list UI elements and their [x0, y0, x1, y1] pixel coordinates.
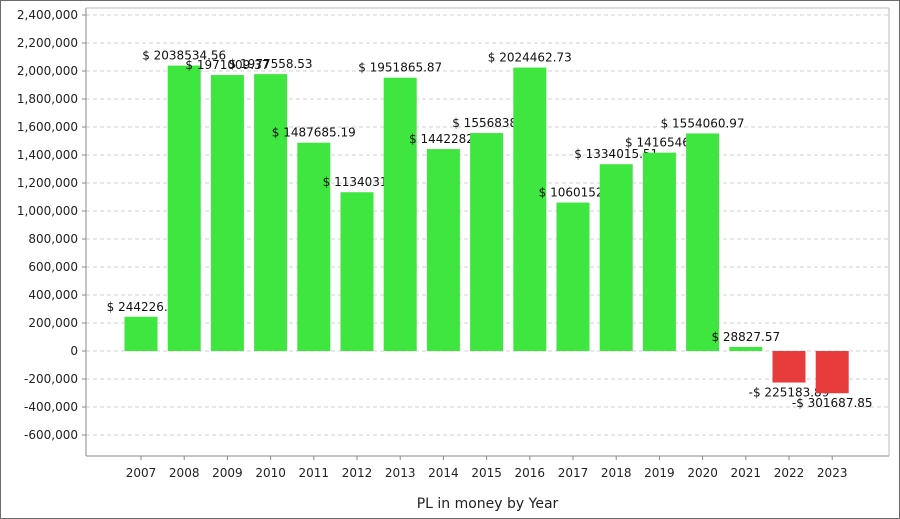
- bar-2023: [815, 351, 849, 394]
- bar-2020: [686, 133, 720, 351]
- bar-2010: [254, 74, 288, 351]
- data-label: $ 1554060.97: [661, 116, 745, 130]
- bar-2019: [642, 152, 676, 351]
- x-tick-label: 2009: [212, 466, 243, 480]
- x-tick-label: 2021: [731, 466, 762, 480]
- y-tick-label: 2,400,000: [17, 8, 78, 22]
- x-tick-label: 2015: [471, 466, 502, 480]
- x-tick-label: 2008: [169, 466, 200, 480]
- bar-2011: [297, 142, 331, 351]
- bar-2015: [470, 133, 504, 351]
- bar-2013: [383, 77, 417, 352]
- y-tick-label: 200,000: [28, 316, 78, 330]
- x-tick-label: 2012: [342, 466, 373, 480]
- y-tick-label: 600,000: [28, 260, 78, 274]
- data-label: $ 1971009.37: [185, 58, 269, 72]
- y-tick-label: 1,000,000: [17, 204, 78, 218]
- data-label: -$ 301687.85: [792, 396, 873, 410]
- y-tick-label: 1,400,000: [17, 148, 78, 162]
- x-tick-label: 2011: [299, 466, 330, 480]
- y-tick-label: 400,000: [28, 288, 78, 302]
- data-label: $ 1416546.: [625, 136, 694, 150]
- data-label: $ 1487685.19: [272, 126, 356, 140]
- bar-2008: [167, 65, 201, 351]
- x-tick-label: 2014: [428, 466, 459, 480]
- x-tick-label: 2018: [601, 466, 632, 480]
- y-tick-label: 1,800,000: [17, 92, 78, 106]
- y-tick-label: 2,200,000: [17, 36, 78, 50]
- data-label: $ 28827.57: [711, 330, 780, 344]
- x-tick-label: 2020: [687, 466, 718, 480]
- bar-2016: [513, 67, 547, 351]
- data-label: $ 1556838.: [452, 116, 521, 130]
- data-label: $ 1951865.87: [358, 61, 442, 75]
- x-tick-label: 2013: [385, 466, 416, 480]
- bar-2014: [426, 149, 460, 351]
- x-axis-title: PL in money by Year: [417, 496, 559, 512]
- y-tick-label: 1,600,000: [17, 120, 78, 134]
- y-tick-label: 0: [70, 344, 78, 358]
- bar-2021: [729, 346, 763, 351]
- bar-2018: [599, 164, 633, 351]
- y-tick-label: -200,000: [24, 372, 78, 386]
- x-tick-label: 2016: [515, 466, 546, 480]
- data-label: $ 1442282.: [409, 132, 478, 146]
- bar-2022: [772, 351, 806, 383]
- bar-2007: [124, 316, 158, 351]
- data-label: $ 1060152.: [539, 186, 608, 200]
- y-tick-label: -600,000: [24, 428, 78, 442]
- x-tick-label: 2007: [126, 466, 157, 480]
- x-tick-label: 2017: [558, 466, 589, 480]
- bar-2009: [210, 75, 244, 351]
- data-label: -$ 225183.89: [749, 386, 830, 400]
- x-tick-label: 2023: [817, 466, 848, 480]
- y-tick-label: 2,000,000: [17, 64, 78, 78]
- data-label: $ 1334015.51: [574, 147, 658, 161]
- data-label: $ 2024462.73: [488, 51, 572, 65]
- data-label: $ 1977558.53: [229, 57, 313, 71]
- data-label: $ 1134031.: [323, 175, 392, 189]
- x-tick-label: 2019: [644, 466, 675, 480]
- bar-2017: [556, 202, 590, 351]
- y-tick-label: -400,000: [24, 400, 78, 414]
- data-label: $ 2038534.56: [142, 49, 226, 63]
- y-tick-label: 800,000: [28, 232, 78, 246]
- x-tick-label: 2010: [255, 466, 286, 480]
- x-tick-label: 2022: [774, 466, 805, 480]
- data-label: $ 244226.2: [107, 300, 176, 314]
- bar-2012: [340, 192, 374, 351]
- y-tick-label: 1,200,000: [17, 176, 78, 190]
